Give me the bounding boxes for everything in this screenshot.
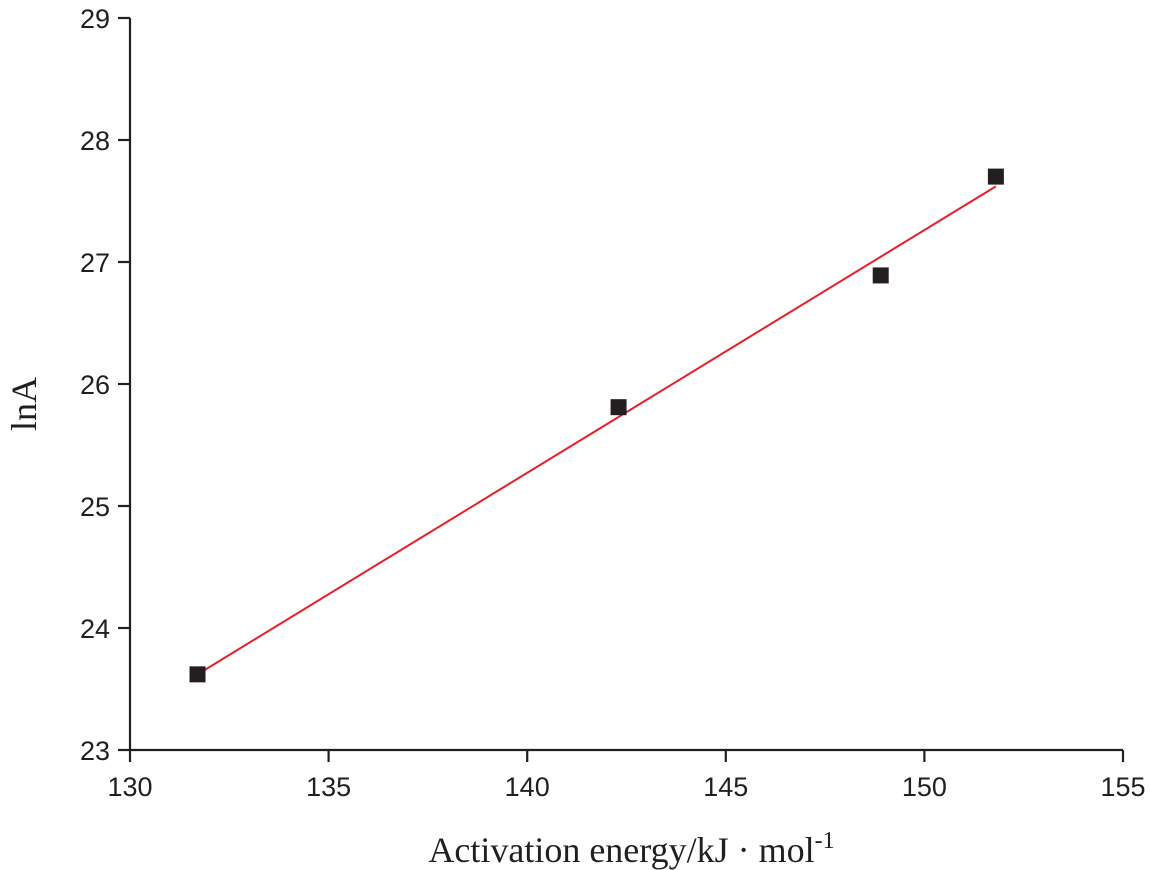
x-tick-label: 135 (306, 772, 351, 802)
y-tick-label: 23 (80, 736, 110, 766)
x-axis-title: Activation energy/kJ · mol-1 (428, 828, 834, 870)
x-tick-label: 150 (902, 772, 947, 802)
data-point (610, 399, 627, 416)
y-tick-label: 29 (80, 4, 110, 34)
y-tick-label: 28 (80, 126, 110, 156)
data-point (987, 168, 1004, 185)
data-point (872, 267, 889, 284)
x-tick-label: 155 (1100, 772, 1145, 802)
y-axis-ticks: 23 24 25 26 27 28 29 (80, 4, 130, 766)
x-tick-label: 145 (703, 772, 748, 802)
fit-line (197, 185, 997, 676)
axes: 130 135 140 145 150 155 23 24 25 26 27 28 29 (80, 4, 1146, 802)
x-axis-title-superscript: -1 (815, 828, 835, 854)
x-tick-label: 130 (107, 772, 152, 802)
x-axis-title-main: Activation energy/kJ · mol (428, 830, 814, 870)
y-tick-label: 24 (80, 614, 110, 644)
x-axis-ticks: 130 135 140 145 150 155 (107, 750, 1146, 802)
plot-area (189, 168, 1004, 683)
data-point (189, 666, 206, 683)
y-axis-title: lnA (4, 377, 44, 431)
y-tick-label: 27 (80, 248, 110, 278)
x-tick-label: 140 (505, 772, 550, 802)
y-tick-label: 25 (80, 492, 110, 522)
y-tick-label: 26 (80, 370, 110, 400)
